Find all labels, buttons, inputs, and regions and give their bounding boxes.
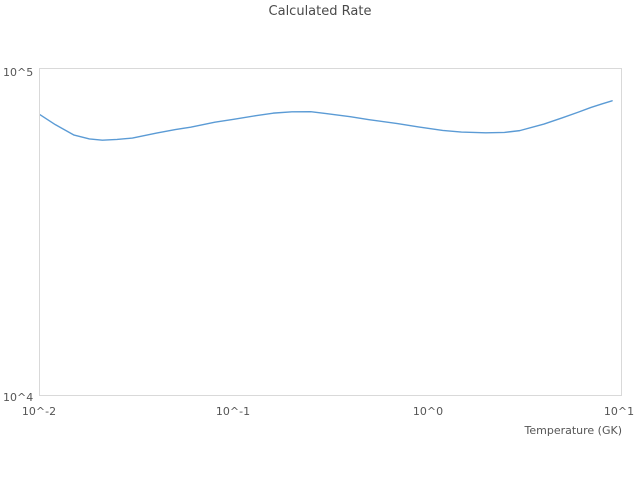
x-tick-1e1: 10^1 [603,405,635,418]
rate-line-series [40,100,613,141]
x-tick-1e-2: 10^-2 [21,405,57,418]
rate-line-plot [40,100,613,141]
plot-area [39,68,622,396]
y-tick-1e4: 10^4 [3,391,34,404]
chart-title: Calculated Rate [268,4,372,19]
x-tick-1e-1: 10^-1 [215,405,251,418]
y-tick-1e5: 10^5 [3,66,34,79]
x-tick-1e0: 10^0 [412,405,444,418]
x-axis-title: Temperature (GK) [524,424,623,437]
